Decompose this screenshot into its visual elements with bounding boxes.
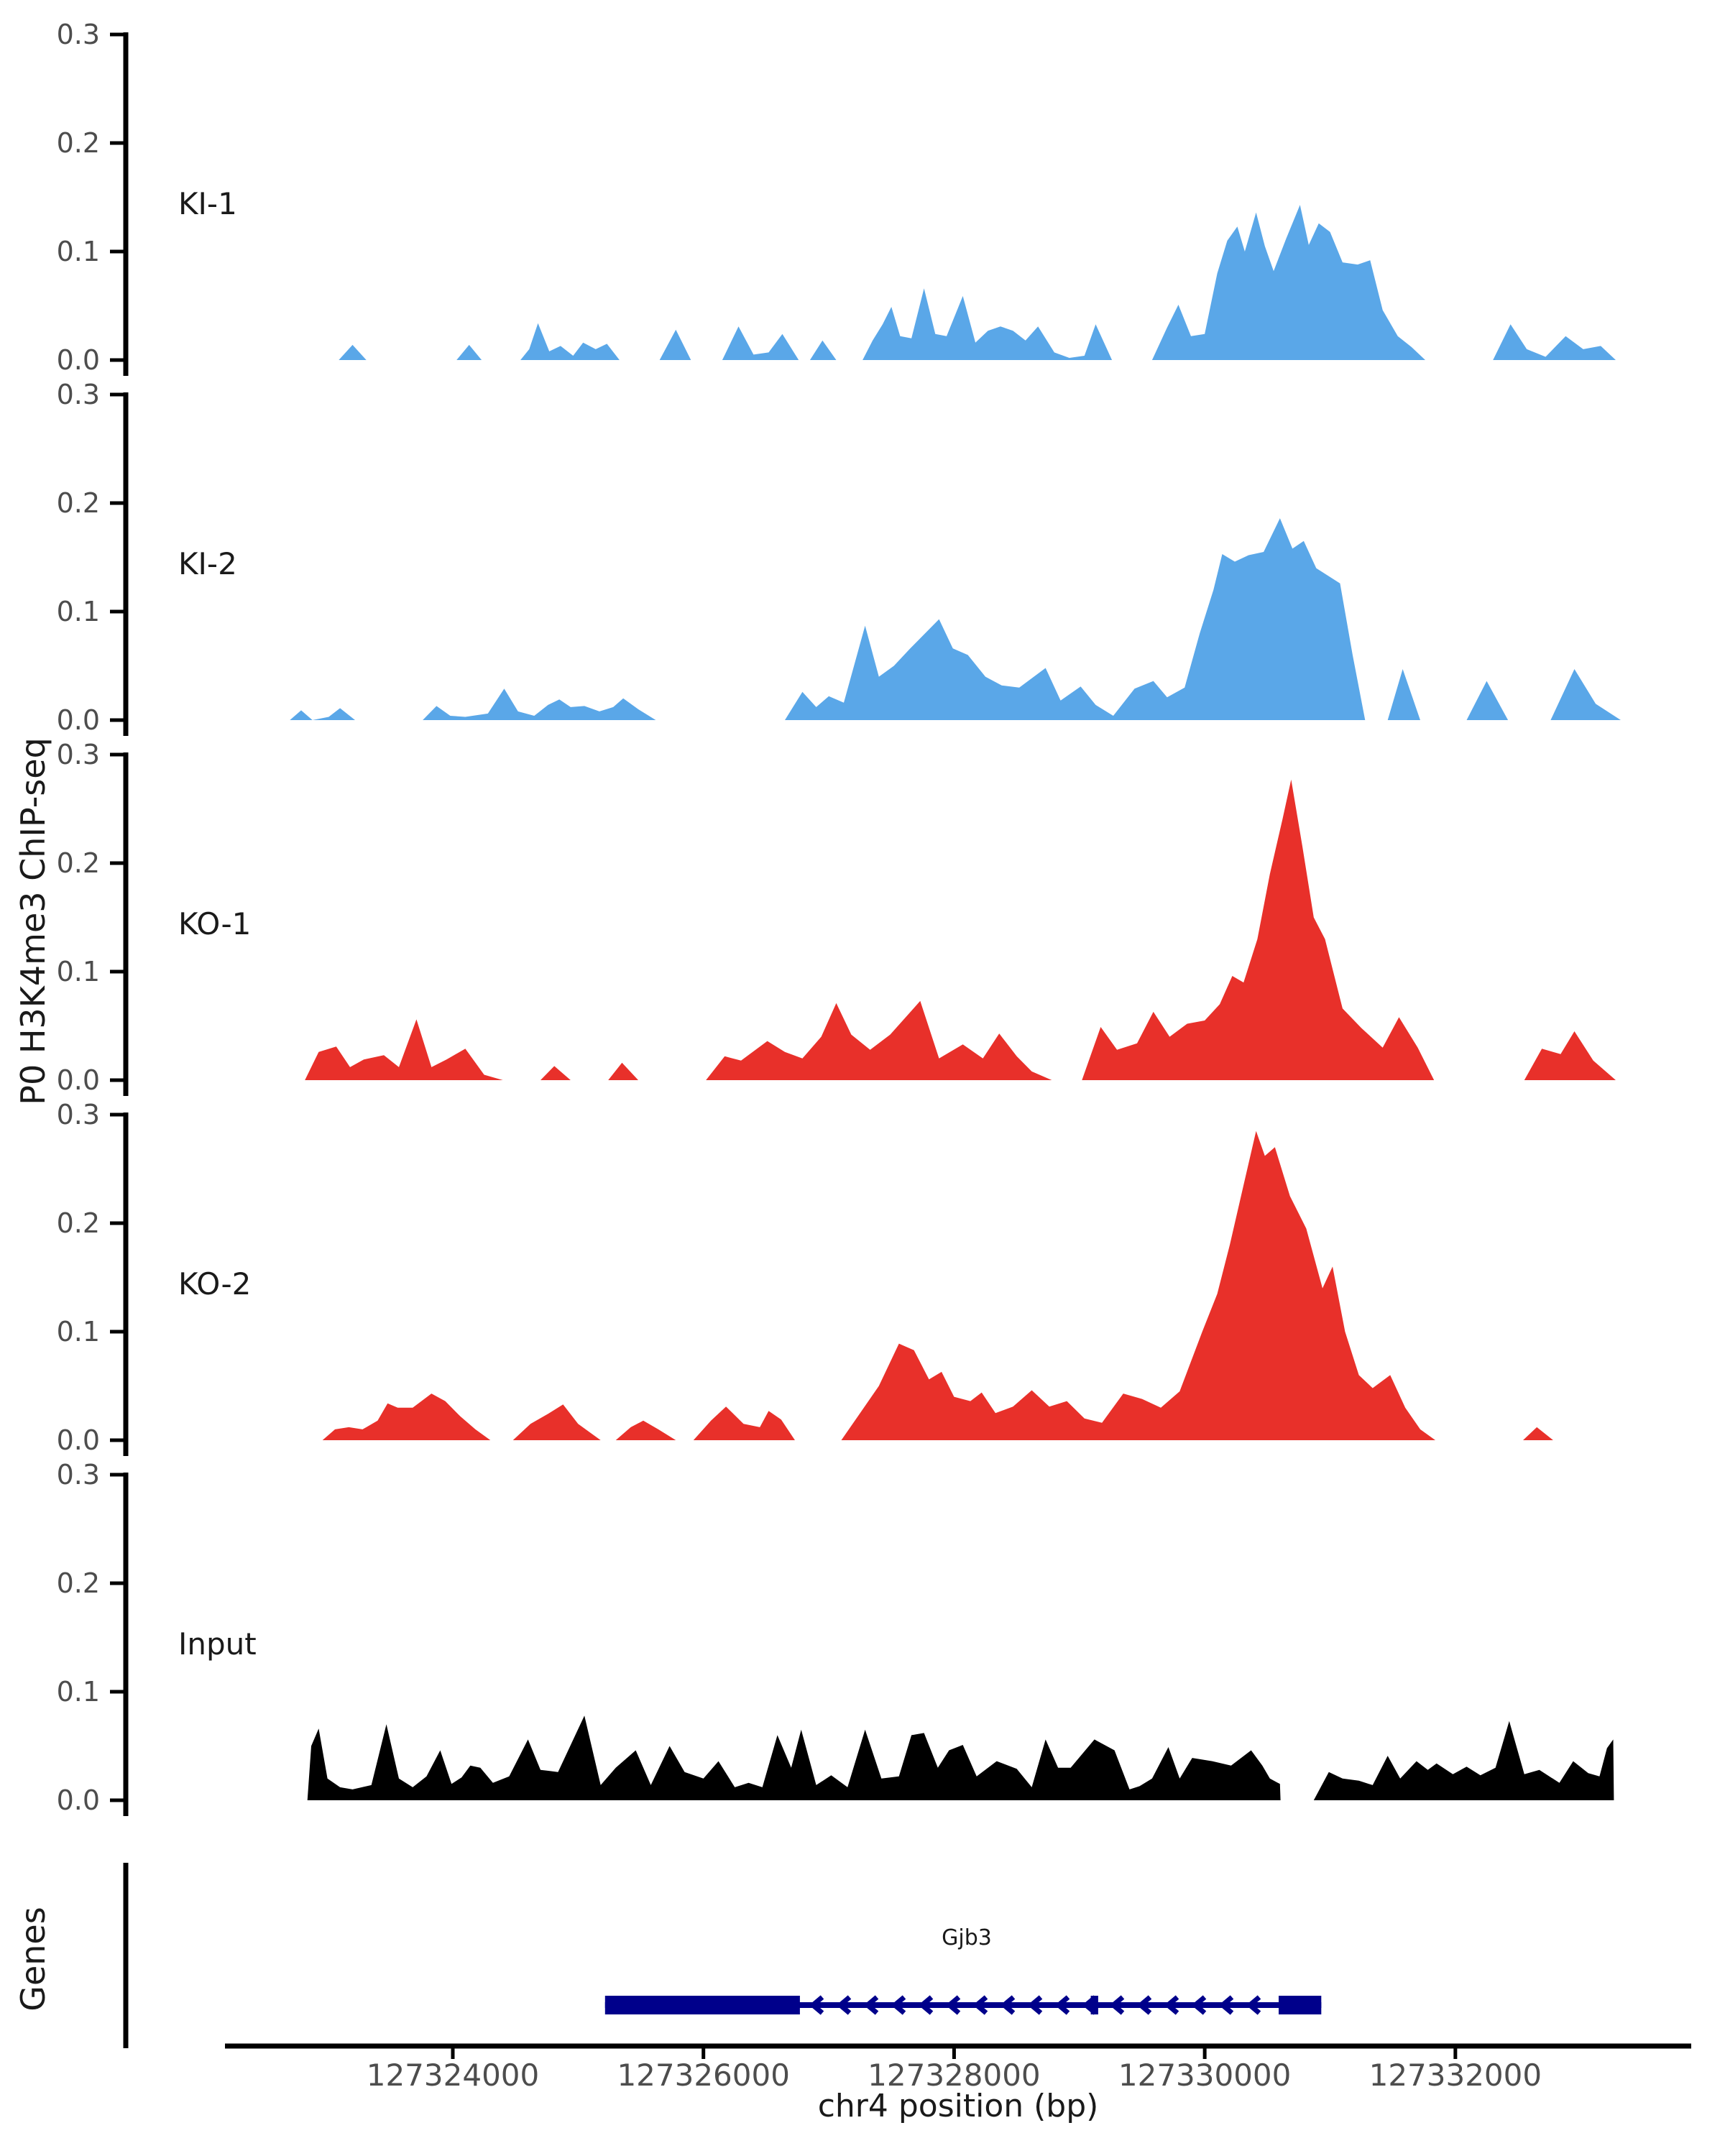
track-label-ko-1: KO-1: [178, 906, 251, 941]
y-tick-label-ki-1: 0.0: [57, 344, 100, 376]
track-area-ki-2: [290, 518, 1621, 720]
strand-arrow-icon: [1109, 1995, 1125, 2015]
track-label-ko-2: KO-2: [178, 1266, 251, 1302]
strand-arrow-icon: [972, 1995, 988, 2015]
x-tick-label: 127328000: [868, 2058, 1041, 2093]
strand-arrow-icon: [1027, 1995, 1043, 2015]
y-axis-label: P0 H3K4me3 ChIP-seq: [14, 737, 52, 1105]
strand-arrow-icon: [809, 1995, 824, 2015]
strand-arrow-icon: [918, 1995, 934, 2015]
strand-arrow-icon: [945, 1995, 961, 2015]
x-tick-label: 127326000: [617, 2058, 790, 2093]
y-tick-label-input: 0.3: [57, 1459, 100, 1491]
gene-exon-box: [604, 1996, 800, 2014]
strand-arrow-icon: [1246, 1995, 1261, 2015]
y-tick-label-ki-2: 0.3: [57, 379, 100, 410]
y-tick-label-ko-1: 0.3: [57, 739, 100, 770]
strand-arrow-icon: [891, 1995, 906, 2015]
genes-axis-label: Genes: [14, 1907, 52, 2011]
y-tick-label-input: 0.0: [57, 1784, 100, 1816]
gene-exon-box: [1090, 1996, 1098, 2014]
strand-arrow-icon: [1164, 1995, 1179, 2015]
strand-arrow-icon: [1218, 1995, 1234, 2015]
gene-exon-box: [1279, 1996, 1322, 2014]
y-tick-label-ko-1: 0.1: [57, 956, 100, 987]
strand-arrow-icon: [1000, 1995, 1016, 2015]
x-tick-label: 127324000: [367, 2058, 540, 2093]
y-tick-label-ko-1: 0.2: [57, 847, 100, 879]
y-tick-label-ko-2: 0.3: [57, 1099, 100, 1130]
strand-arrow-icon: [836, 1995, 852, 2015]
strand-arrow-icon: [1054, 1995, 1070, 2015]
gene-name-label: Gjb3: [942, 1925, 992, 1950]
x-tick-label: 127332000: [1369, 2058, 1542, 2093]
track-area-ko-1: [305, 779, 1616, 1080]
y-tick-label-ki-1: 0.1: [57, 236, 100, 267]
track-label-input: Input: [178, 1626, 257, 1662]
strand-arrow-icon: [1191, 1995, 1207, 2015]
y-tick-label-ko-2: 0.1: [57, 1316, 100, 1348]
x-tick-label: 127330000: [1118, 2058, 1292, 2093]
y-tick-label-ki-1: 0.2: [57, 127, 100, 159]
y-tick-label-input: 0.1: [57, 1676, 100, 1708]
y-tick-label-ki-2: 0.0: [57, 704, 100, 736]
track-area-ki-1: [339, 205, 1616, 360]
y-tick-label-ki-2: 0.2: [57, 487, 100, 519]
y-tick-label-ko-1: 0.0: [57, 1064, 100, 1096]
track-area-ko-2: [322, 1130, 1553, 1440]
y-tick-label-input: 0.2: [57, 1567, 100, 1599]
strand-arrow-icon: [1136, 1995, 1152, 2015]
x-axis-label: chr4 position (bp): [818, 2088, 1099, 2124]
y-tick-label-ki-1: 0.3: [57, 19, 100, 50]
track-label-ki-2: KI-2: [178, 546, 237, 581]
y-tick-label-ko-2: 0.2: [57, 1207, 100, 1239]
generated-chart-content: 0.0 0.1 0.2 0.3 KI-1 0.0 0.1 0.2 0.3 KI-2 0.0 0.1 0.…: [57, 19, 1691, 2093]
y-tick-label-ko-2: 0.0: [57, 1424, 100, 1456]
y-tick-label-ki-2: 0.1: [57, 596, 100, 627]
track-label-ki-1: KI-1: [178, 186, 237, 221]
strand-arrow-icon: [863, 1995, 879, 2015]
track-area-input: [307, 1715, 1614, 1800]
